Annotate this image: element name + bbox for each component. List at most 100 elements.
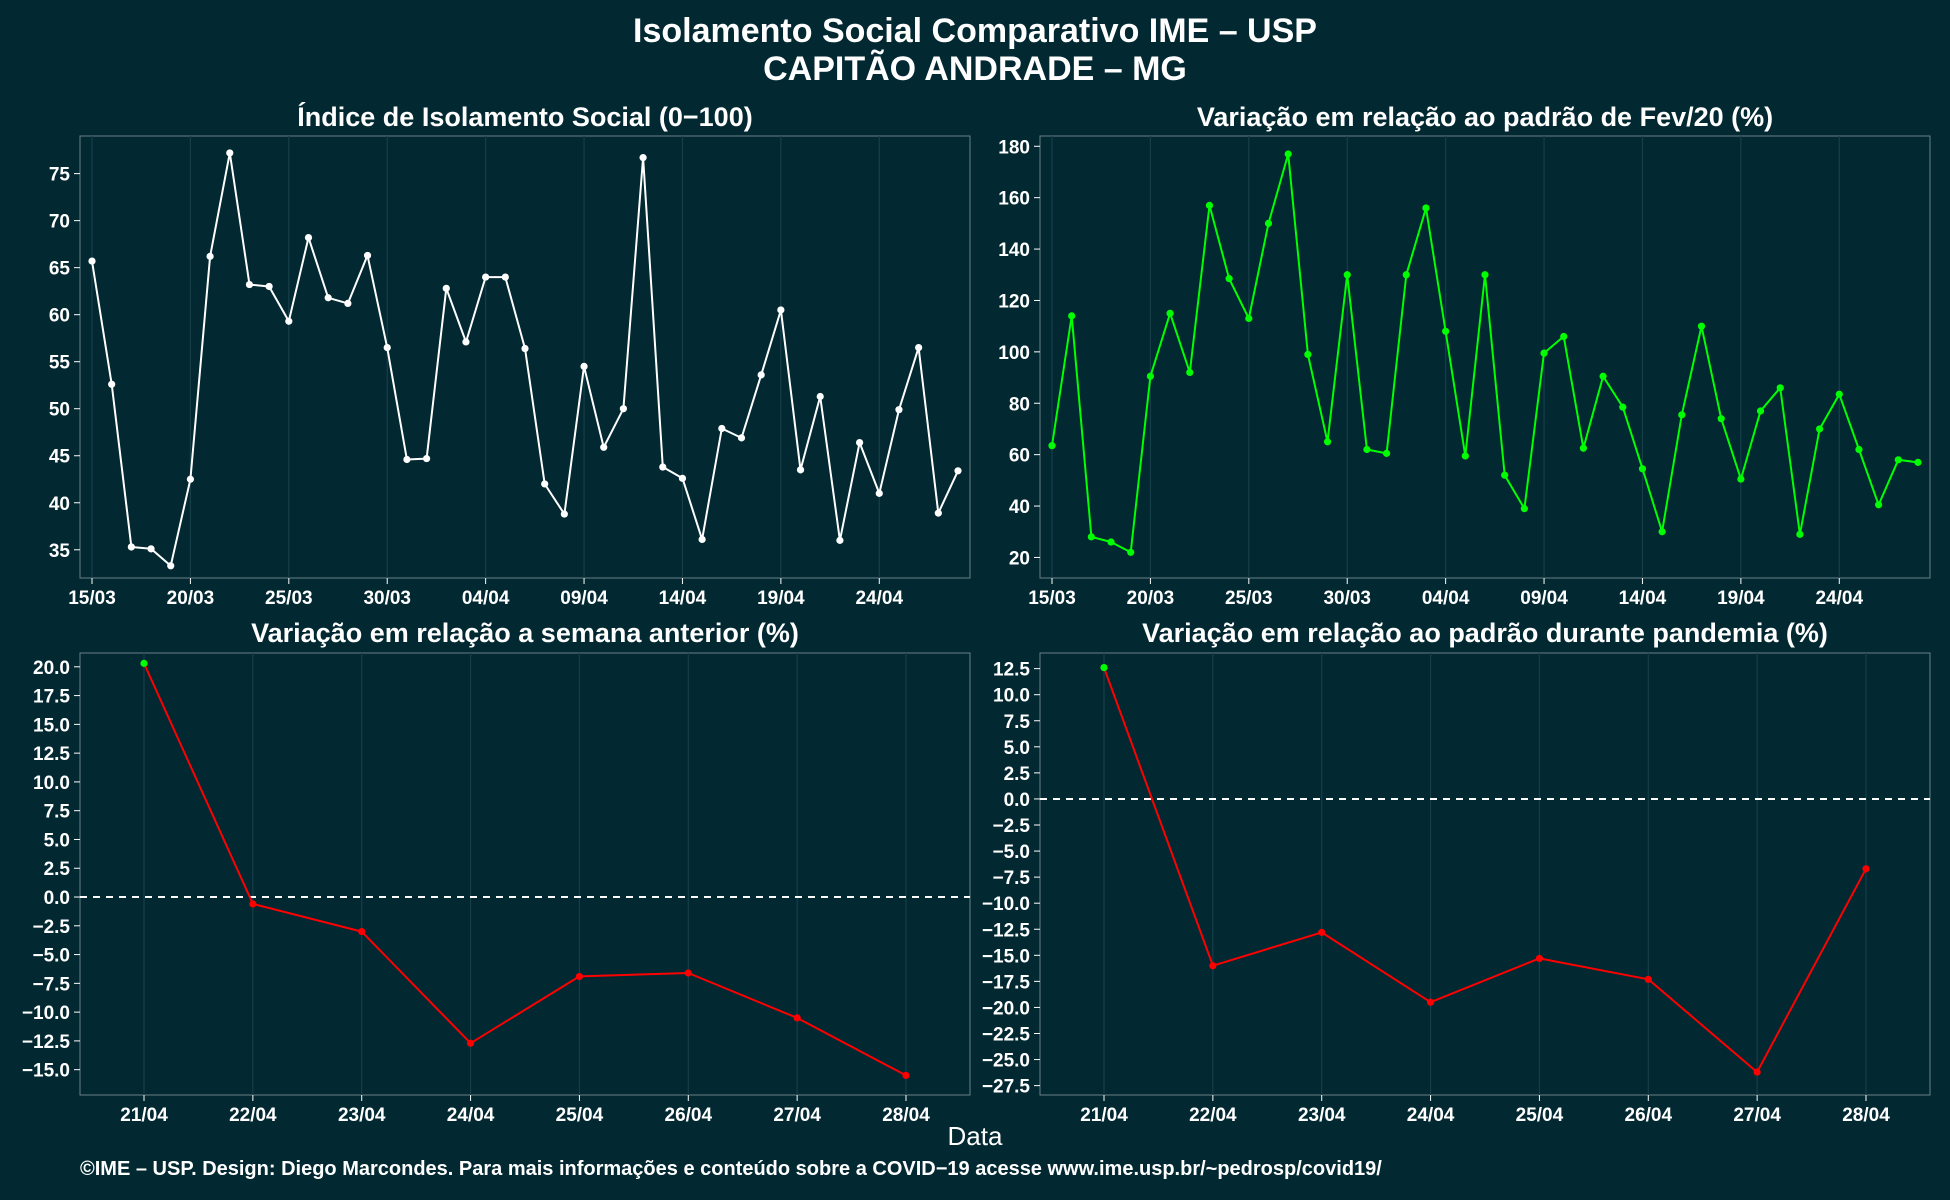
data-point: [1426, 998, 1435, 1006]
data-point: [895, 406, 903, 414]
y-tick-label: 40: [1009, 497, 1030, 518]
x-tick-label: 25/04: [1516, 1105, 1564, 1126]
data-point: [1875, 501, 1883, 509]
y-tick-label: −2.5: [32, 917, 70, 938]
data-point: [324, 294, 332, 302]
data-point: [1205, 201, 1214, 209]
data-point: [226, 149, 234, 157]
data-point: [560, 510, 568, 518]
chart-title-line1: Isolamento Social Comparativo IME – USP: [633, 12, 1317, 50]
y-tick-label: 80: [1009, 394, 1030, 415]
data-point: [140, 659, 148, 667]
data-point: [1540, 349, 1548, 357]
data-point: [1501, 471, 1509, 479]
data-point: [1753, 1068, 1761, 1076]
y-tick-label: −5.0: [992, 842, 1030, 863]
x-tick-label: 23/04: [338, 1105, 386, 1126]
y-tick-label: 40: [49, 494, 70, 515]
x-tick-label: 19/04: [757, 588, 805, 609]
data-point: [954, 467, 962, 475]
y-tick-label: −25.0: [982, 1051, 1030, 1072]
y-tick-label: 60: [49, 306, 70, 327]
y-tick-label: 17.5: [33, 687, 70, 708]
data-point: [285, 317, 293, 325]
data-point: [1323, 438, 1332, 446]
data-point: [875, 489, 883, 497]
data-point: [1402, 271, 1410, 279]
data-point: [88, 257, 96, 265]
plot-area: [79, 135, 971, 579]
y-tick-label: 160: [998, 189, 1030, 210]
data-point: [466, 1039, 475, 1047]
data-point: [1382, 449, 1391, 457]
data-point: [1678, 411, 1686, 419]
data-point: [1658, 528, 1666, 536]
data-point: [1284, 150, 1292, 158]
y-tick-label: 70: [49, 212, 70, 233]
x-tick-label: 21/04: [120, 1105, 168, 1126]
x-tick-label: 04/04: [1422, 588, 1470, 609]
data-point: [1894, 456, 1902, 464]
y-tick-label: 0.0: [1004, 790, 1030, 811]
x-tick-label: 14/04: [659, 588, 707, 609]
data-point: [1835, 390, 1843, 398]
data-point: [1146, 372, 1155, 380]
y-tick-label: 10.0: [33, 773, 70, 794]
data-point: [186, 475, 195, 483]
y-tick-label: 140: [998, 240, 1030, 261]
x-tick-label: 30/03: [363, 588, 411, 609]
data-point: [304, 233, 313, 242]
data-point: [422, 454, 431, 463]
y-tick-label: −15.0: [22, 1061, 70, 1082]
x-tick-label: 22/04: [1189, 1105, 1237, 1126]
data-point: [521, 344, 529, 353]
plot-area: [79, 652, 971, 1096]
data-point: [249, 900, 257, 908]
data-point: [1442, 327, 1450, 335]
data-point: [1264, 219, 1273, 227]
x-axis-label: Data: [947, 1121, 1003, 1151]
data-point: [127, 543, 135, 551]
data-point: [1579, 444, 1588, 452]
data-point: [580, 362, 588, 371]
data-point: [245, 280, 254, 289]
y-tick-label: 2.5: [44, 859, 71, 880]
x-tick-label: 14/04: [1619, 588, 1667, 609]
chart-variation-previous-week: 21/04 22/04 23/04 24/04 25/04 26/04 27/04 28/04…: [22, 652, 971, 1126]
data-point: [1048, 442, 1056, 450]
data-point: [462, 338, 470, 346]
data-point: [1363, 445, 1371, 454]
panel-title-variation-pandemic: Variação em relação ao padrão durante pa…: [1142, 618, 1828, 648]
x-tick-label: 15/03: [68, 588, 116, 609]
chart-variation-pandemic: 21/04 22/04 23/04 24/04 25/04 26/04 27/04 28/04…: [982, 652, 1931, 1126]
data-point: [1186, 368, 1194, 377]
data-point: [757, 371, 765, 379]
data-point: [1343, 271, 1351, 279]
x-tick-label: 19/04: [1717, 588, 1765, 609]
x-tick-label: 15/03: [1028, 588, 1076, 609]
data-point: [1127, 548, 1135, 556]
data-point: [915, 343, 923, 352]
y-tick-label: 65: [49, 259, 71, 280]
footer-credits: ©IME – USP. Design: Diego Marcondes. Par…: [80, 1158, 1382, 1180]
data-point: [1644, 975, 1652, 983]
data-point: [1225, 275, 1233, 283]
data-point: [678, 474, 687, 482]
y-tick-label: 35: [49, 541, 71, 562]
x-tick-label: 24/04: [447, 1105, 495, 1126]
data-point: [501, 273, 509, 281]
y-tick-label: 75: [49, 165, 71, 186]
data-point: [442, 284, 450, 292]
data-point: [1619, 403, 1627, 411]
x-tick-label: 27/04: [773, 1105, 821, 1126]
data-point: [1461, 452, 1469, 460]
y-tick-label: 12.5: [33, 744, 70, 765]
x-tick-label: 28/04: [1842, 1105, 1890, 1126]
data-point: [1599, 372, 1607, 380]
y-tick-label: 20: [1009, 548, 1030, 569]
data-point: [836, 536, 844, 544]
data-point: [1245, 314, 1253, 323]
plot-area: [1039, 652, 1931, 1096]
data-point: [718, 424, 726, 433]
data-point: [684, 969, 692, 977]
